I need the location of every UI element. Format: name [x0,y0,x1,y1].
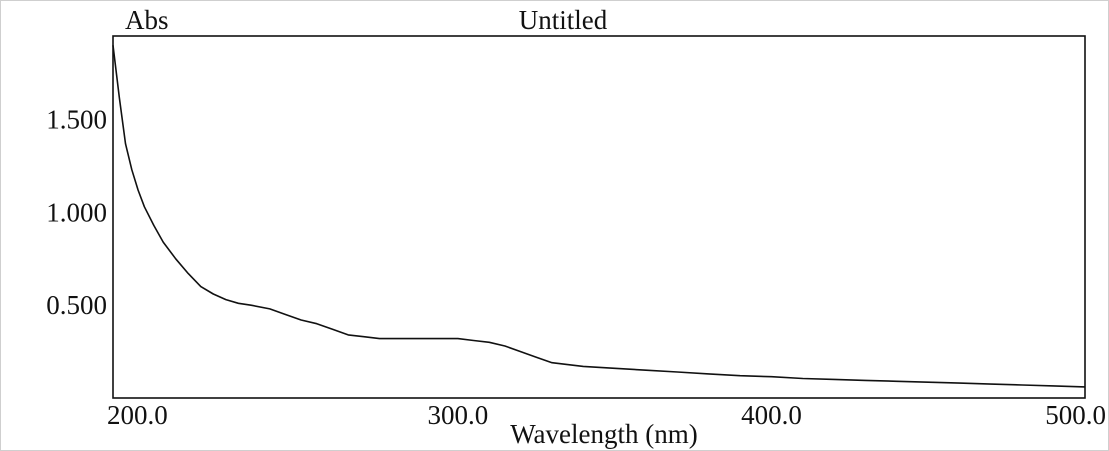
chart-title: Untitled [519,5,608,35]
x-tick-label: 500.0 [1045,400,1106,430]
y-axis-label: Abs [125,5,169,35]
x-tick-label: 300.0 [428,400,489,430]
x-tick-labels: 200.0 300.0 400.0 500.0 [107,400,1106,430]
plot-area [112,35,1086,399]
x-tick-label: 200.0 [107,400,168,430]
x-axis-label: Wavelength (nm) [510,419,698,449]
y-tick-label: 1.500 [46,105,107,135]
series-line [112,45,1086,388]
y-tick-label: 0.500 [46,290,107,320]
y-tick-label: 1.000 [46,197,107,227]
y-tick-labels: 0.500 1.000 1.500 [46,105,107,321]
x-tick-label: 400.0 [741,400,802,430]
